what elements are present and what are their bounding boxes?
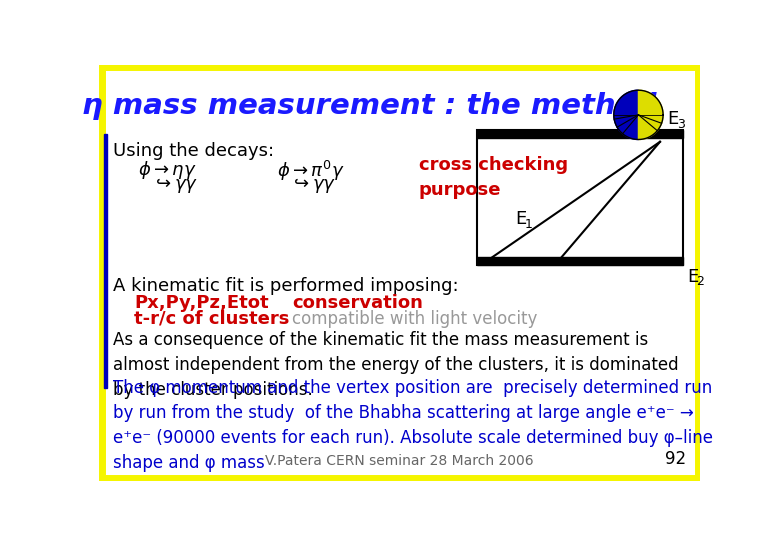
Text: $\phi \rightarrow \eta\gamma$: $\phi \rightarrow \eta\gamma$	[138, 159, 197, 181]
Text: E: E	[516, 210, 526, 228]
Text: $\phi \rightarrow \pi^0\gamma$: $\phi \rightarrow \pi^0\gamma$	[277, 159, 344, 183]
Bar	[104, 134, 107, 388]
Text: 1: 1	[524, 218, 533, 231]
Polygon shape	[639, 90, 663, 139]
Text: Px,Py,Pz,Etot: Px,Py,Pz,Etot	[134, 294, 269, 312]
Text: The φ momentum and the vertex position are  precisely determined run
by run from: The φ momentum and the vertex position a…	[113, 379, 713, 472]
Text: $\hookrightarrow \gamma\gamma$: $\hookrightarrow \gamma\gamma$	[290, 177, 337, 195]
Text: cross checking
purpose: cross checking purpose	[419, 156, 568, 199]
Text: 92: 92	[665, 449, 686, 468]
Text: As a consequence of the kinematic fit the mass measurement is
almost independent: As a consequence of the kinematic fit th…	[113, 331, 679, 399]
Text: compatible with light velocity: compatible with light velocity	[292, 309, 537, 328]
Text: E: E	[668, 110, 679, 127]
Bar	[477, 130, 683, 265]
Polygon shape	[614, 90, 639, 139]
Text: 3: 3	[677, 118, 685, 131]
Text: $\hookrightarrow \gamma\gamma$: $\hookrightarrow \gamma\gamma$	[152, 177, 198, 195]
Text: A kinematic fit is performed imposing:: A kinematic fit is performed imposing:	[113, 276, 459, 294]
Text: η mass measurement : the method: η mass measurement : the method	[82, 92, 656, 120]
Bar	[477, 130, 683, 138]
FancyBboxPatch shape	[101, 67, 698, 478]
Text: V.Patera CERN seminar 28 March 2006: V.Patera CERN seminar 28 March 2006	[265, 454, 534, 468]
Text: t-r/c of clusters: t-r/c of clusters	[134, 309, 289, 328]
Text: Using the decays:: Using the decays:	[113, 142, 275, 160]
Bar	[477, 257, 683, 265]
Text: conservation: conservation	[292, 294, 423, 312]
Text: 2: 2	[697, 275, 704, 288]
Text: E: E	[687, 267, 698, 286]
